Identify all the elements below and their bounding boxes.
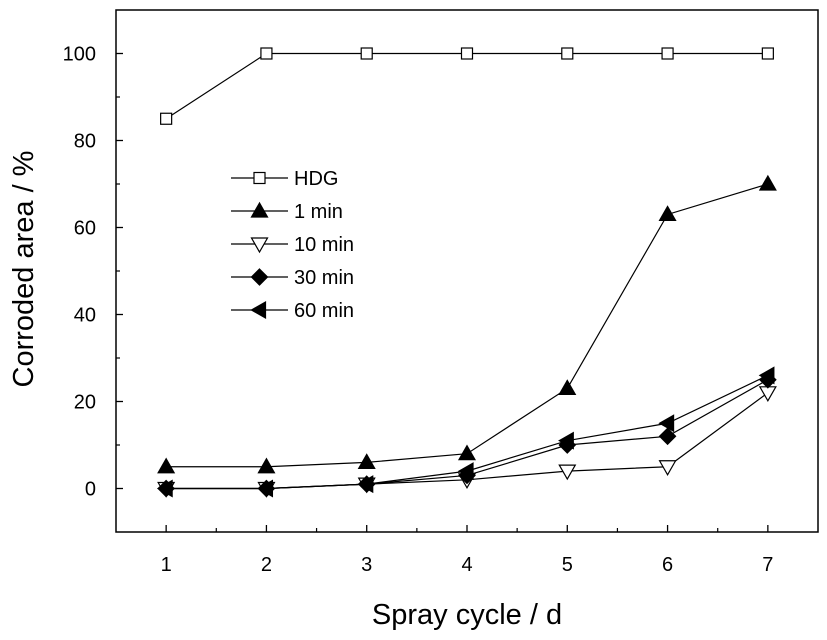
data-point (558, 379, 577, 396)
legend-marker (253, 171, 266, 185)
y-tick-label: 80 (74, 131, 96, 153)
data-point (260, 47, 273, 60)
legend-entry: 10 min (231, 234, 354, 256)
data-point (758, 366, 775, 385)
data-point (357, 453, 376, 469)
legend-entry: 1 min (231, 201, 343, 223)
data-point (457, 462, 474, 481)
x-tick-label: 2 (261, 554, 272, 576)
data-point (460, 47, 474, 60)
axes: 1 2 3 4 5 6 7 0 20 40 60 80 100 (63, 9, 819, 576)
legend-marker (250, 268, 269, 286)
legend-entry: 30 min (231, 267, 354, 289)
legend-marker (250, 237, 269, 254)
legend-label: 30 min (294, 267, 354, 289)
data-point (661, 47, 674, 60)
data-point (658, 460, 677, 476)
x-tick-label: 7 (762, 554, 773, 576)
legend-label: 1 min (294, 201, 343, 223)
data-point (758, 174, 777, 191)
data-point (457, 444, 477, 461)
x-tick-label: 6 (662, 554, 673, 576)
y-tick-label: 60 (74, 218, 96, 240)
data-point (257, 457, 276, 474)
x-tick-label: 1 (161, 554, 172, 576)
data-point (156, 479, 173, 498)
x-tick-label: 5 (562, 554, 573, 576)
legend-label: 10 min (294, 234, 354, 256)
data-point (658, 414, 675, 433)
data-point (558, 431, 574, 450)
y-tick-label: 20 (74, 392, 96, 414)
data-point (761, 47, 774, 60)
series-line (165, 52, 768, 120)
data-point (558, 464, 577, 481)
y-tick-label: 100 (63, 44, 96, 66)
data-point (157, 457, 176, 474)
data-point (658, 205, 677, 222)
data-point (160, 112, 173, 125)
series-1-min (157, 174, 777, 474)
y-tick-label: 40 (74, 305, 96, 327)
legend-entry: HDG (231, 168, 338, 190)
legend: HDG 1 min 10 min 30 min 60 min (231, 168, 354, 322)
y-axis-label: Corroded area / % (8, 151, 40, 388)
legend-label: HDG (294, 168, 338, 190)
y-tick-label: 0 (85, 479, 96, 501)
series-hdg (160, 47, 774, 125)
series-30-min (157, 370, 777, 498)
x-tick-label: 3 (361, 554, 372, 576)
x-tick-label: 4 (461, 554, 472, 576)
data-point (561, 47, 574, 60)
data-point (758, 386, 777, 403)
series-60-min (156, 366, 775, 498)
legend-marker (250, 300, 267, 320)
legend-label: 60 min (294, 300, 354, 322)
data-point (360, 47, 373, 60)
legend-marker (250, 201, 269, 218)
data-point (658, 427, 677, 446)
legend-entry: 60 min (231, 300, 354, 322)
series-line (166, 183, 769, 468)
data-point (357, 475, 374, 494)
plot-series (156, 47, 777, 498)
x-axis-label: Spray cycle / d (372, 599, 562, 631)
data-point (257, 479, 274, 498)
